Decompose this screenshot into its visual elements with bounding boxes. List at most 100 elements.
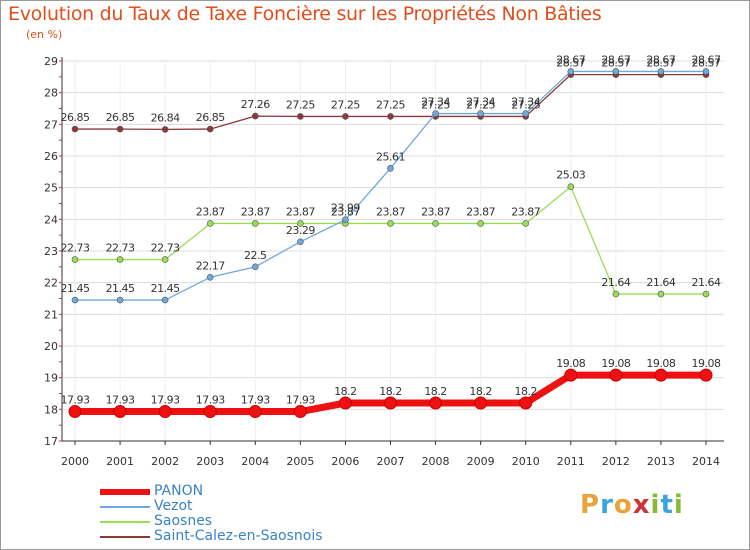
data-label: 26.85 [196,111,225,124]
data-label: 17.93 [61,394,90,407]
data-point [429,396,443,410]
legend-label: Saosnes [154,513,213,529]
data-point [297,220,304,227]
x-tick-label: 2000 [61,455,89,468]
data-point [206,125,214,133]
data-point [342,216,349,223]
data-label: 28.67 [601,53,630,66]
data-label: 21.64 [601,276,630,289]
x-tick-label: 2002 [151,455,179,468]
data-label: 28.67 [646,53,675,66]
data-label: 23.87 [466,205,495,218]
data-label: 27.25 [511,98,540,111]
data-label: 23.29 [286,224,315,237]
x-tick-label: 2003 [196,455,224,468]
data-label: 17.93 [286,394,315,407]
data-point [657,68,665,75]
data-point [477,220,484,227]
x-tick-label: 2004 [241,455,269,468]
data-point [612,68,620,75]
data-label: 18.2 [379,385,402,398]
data-point [387,165,394,172]
data-point [203,405,217,419]
data-point [297,238,304,246]
data-label: 23.87 [376,205,405,218]
data-label: 25.03 [556,169,585,182]
y-tick-label: 26 [44,150,58,163]
data-label: 19.08 [556,357,585,370]
logo-letter: o [613,490,633,520]
data-point [567,183,575,191]
legend-label: Vezot [154,498,193,514]
data-point [297,113,304,120]
logo-letter: i [650,490,661,520]
data-label: 27.25 [286,98,315,111]
data-point [71,125,79,133]
data-label: 18.2 [424,385,447,398]
data-label: 28.57 [601,57,630,70]
y-tick-label: 19 [44,372,58,385]
legend-swatch [100,536,150,538]
data-point [116,296,124,304]
data-point [71,296,79,304]
data-label: 27.25 [331,98,360,111]
data-label: 25.61 [376,150,405,163]
legend-label: Saint-Calez-en-Saosnois [154,528,323,544]
data-label: 23.87 [511,205,540,218]
data-point [161,296,169,304]
x-tick-label: 2013 [647,455,675,468]
data-label: 21.64 [646,276,675,289]
data-point [158,405,172,419]
data-label: 26.85 [61,111,90,124]
data-point [251,263,259,271]
y-tick-label: 29 [44,55,58,68]
x-tick-label: 2014 [692,455,720,468]
data-label: 27.26 [241,98,270,111]
data-point [387,220,394,227]
data-label: 27.25 [376,98,405,111]
y-tick-label: 17 [44,435,58,448]
data-point [161,256,169,263]
data-label: 22.73 [61,242,90,255]
data-label: 17.93 [106,394,135,407]
data-point [161,126,169,133]
data-label: 27.25 [421,98,450,111]
data-label: 23.87 [241,205,270,218]
data-point [522,110,530,117]
data-point [342,113,349,120]
y-tick-label: 24 [44,213,58,226]
data-point [519,396,533,410]
data-point [206,273,214,281]
data-label: 23.87 [286,205,315,218]
data-point [474,396,488,410]
y-tick-label: 18 [44,403,58,416]
y-tick-label: 22 [44,277,58,290]
data-point [702,68,710,75]
data-point [251,220,259,227]
data-point [477,110,484,117]
data-label: 18.2 [334,385,357,398]
x-tick-label: 2006 [331,455,359,468]
data-label: 18.2 [469,385,492,398]
data-label: 26.84 [151,111,180,124]
y-tick-label: 21 [44,308,58,321]
data-point [71,256,79,263]
data-point [609,368,623,382]
data-label: 21.45 [151,282,180,295]
x-tick-label: 2011 [557,455,585,468]
data-label: 19.08 [646,357,675,370]
data-label: 28.67 [692,53,721,66]
data-label: 23.87 [421,205,450,218]
data-label: 17.93 [196,394,225,407]
proxiti-logo: Proxiti [580,490,684,520]
y-tick-label: 28 [44,87,58,100]
data-point [384,396,397,410]
data-point [612,290,620,298]
data-point [68,405,82,419]
legend-swatch [100,506,150,508]
y-tick-label: 23 [44,245,58,258]
x-tick-label: 2012 [602,455,630,468]
legend-swatch [100,521,150,523]
